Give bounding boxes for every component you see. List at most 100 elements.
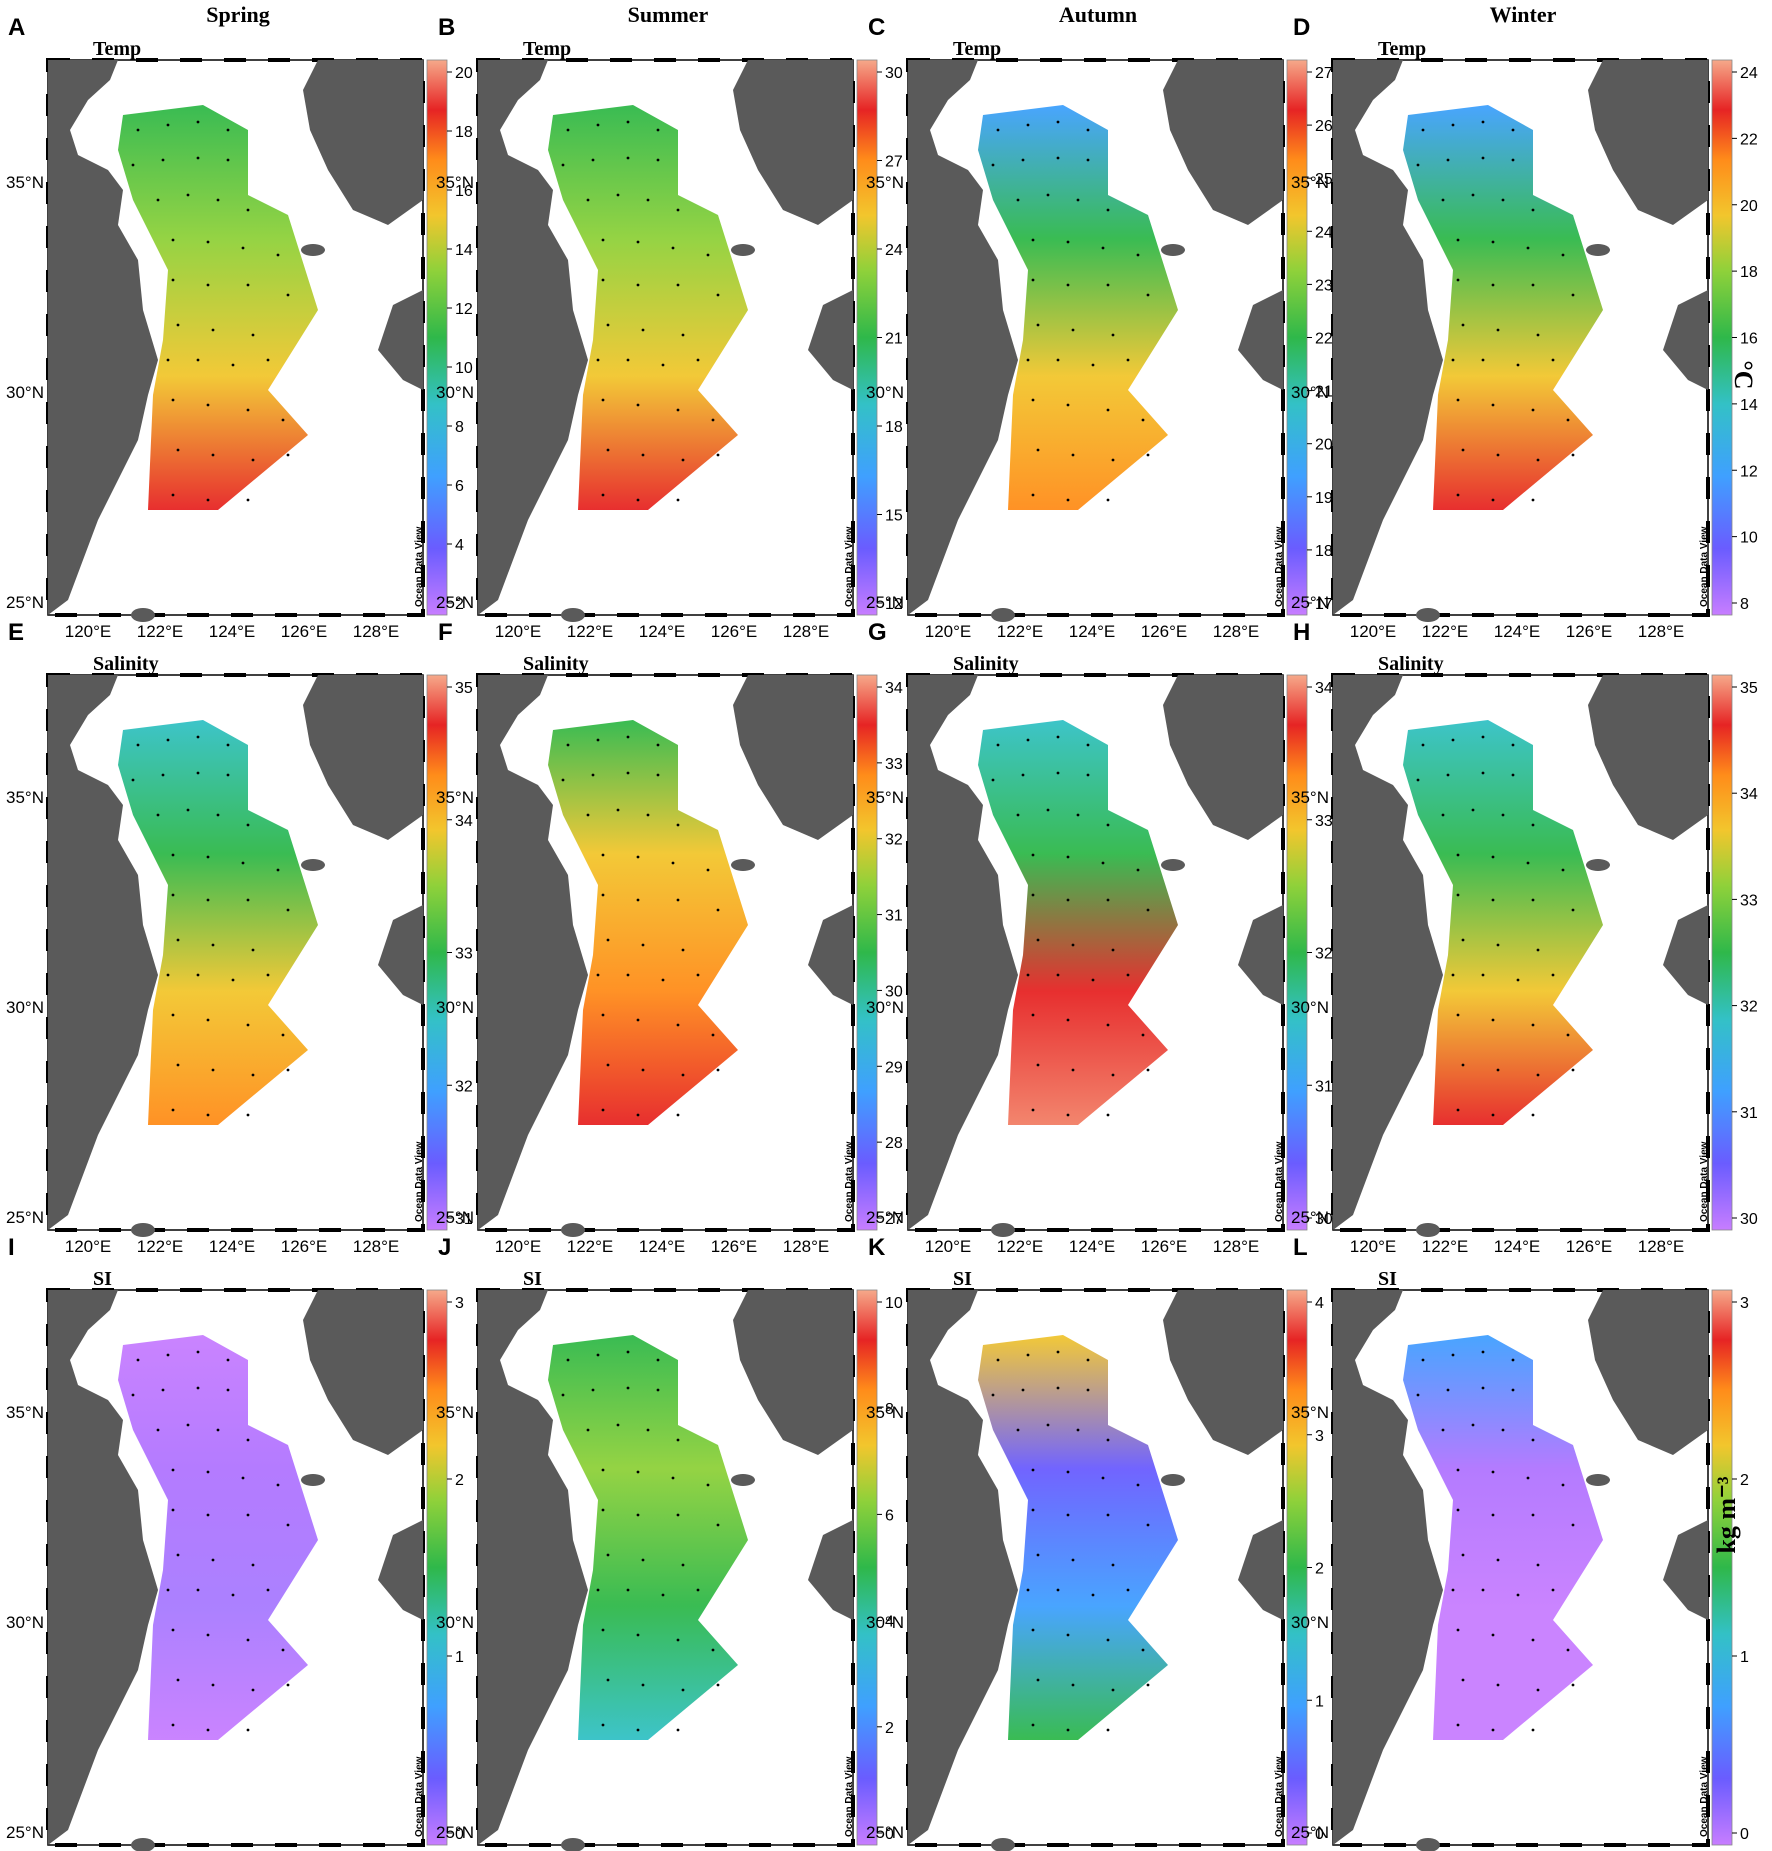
station-dot — [231, 978, 235, 982]
station-dot — [1086, 128, 1090, 132]
station-dot — [1091, 1593, 1095, 1597]
station-dot — [1531, 1728, 1535, 1732]
panel-letter: E — [8, 619, 24, 646]
lat-tick-label: 35°N — [866, 788, 904, 807]
station-dot — [241, 1476, 245, 1480]
station-dot — [1086, 773, 1090, 777]
station-dot — [716, 1523, 720, 1527]
lat-tick-label: 30°N — [6, 998, 44, 1017]
lat-tick-label: 30°N — [436, 998, 474, 1017]
station-dot — [1511, 158, 1515, 162]
station-dot — [676, 1113, 680, 1117]
station-dot — [1496, 453, 1500, 457]
station-dot — [566, 128, 570, 132]
colorbar-tick-label: 27 — [1315, 65, 1333, 82]
station-dot — [626, 1386, 630, 1390]
station-dot — [1071, 1683, 1075, 1687]
colorbar-tick-label: 35 — [1740, 680, 1758, 697]
station-dot — [246, 208, 250, 212]
station-dot — [636, 1018, 640, 1022]
station-dot — [196, 735, 200, 739]
colorbar-tick-label: 34 — [885, 680, 903, 697]
station-dot — [1456, 1108, 1460, 1112]
korea-landmass — [303, 60, 423, 225]
station-dot — [996, 743, 1000, 747]
station-dot — [1026, 973, 1030, 977]
station-dot — [1531, 498, 1535, 502]
station-dot — [676, 1638, 680, 1642]
lon-tick-label: 120°E — [495, 622, 542, 641]
colorbar-tick-label: 31 — [1740, 1105, 1758, 1122]
jeju-island — [1586, 244, 1610, 256]
lon-tick-label: 126°E — [1566, 622, 1613, 641]
variable-label: SI — [1378, 1268, 1397, 1290]
station-dot — [1456, 1508, 1460, 1512]
station-dot — [1056, 973, 1060, 977]
station-dot — [206, 403, 210, 407]
station-dot — [1561, 868, 1565, 872]
variable-label: Temp — [953, 38, 1001, 60]
colorbar-tick-label: 31 — [455, 1211, 473, 1228]
station-dot — [716, 908, 720, 912]
china-landmass — [478, 1290, 588, 1845]
station-dot — [601, 238, 605, 242]
station-dot — [636, 1728, 640, 1732]
station-dot — [1496, 1683, 1500, 1687]
station-dot — [196, 156, 200, 160]
station-dot — [196, 358, 200, 362]
taiwan-landmass — [1416, 1223, 1440, 1237]
station-dot — [136, 128, 140, 132]
station-dot — [676, 1438, 680, 1442]
station-dot — [1106, 898, 1110, 902]
sampling-region-field — [1403, 1335, 1603, 1740]
sampling-region-field — [1403, 720, 1603, 1125]
station-dot — [1456, 853, 1460, 857]
station-dot — [1536, 333, 1540, 337]
lon-tick-label: 126°E — [711, 622, 758, 641]
station-dot — [1071, 1068, 1075, 1072]
station-dot — [681, 1073, 685, 1077]
station-dot — [1106, 283, 1110, 287]
station-dot — [1501, 198, 1505, 202]
station-dot — [1566, 1648, 1570, 1652]
station-dot — [246, 498, 250, 502]
taiwan-landmass — [991, 608, 1015, 622]
station-dot — [1076, 198, 1080, 202]
korea-landmass — [1163, 60, 1283, 225]
station-dot — [1031, 1628, 1035, 1632]
station-dot — [641, 453, 645, 457]
colorbar-tick-label: 1 — [455, 1649, 464, 1666]
station-dot — [1481, 1588, 1485, 1592]
station-dot — [1066, 1470, 1070, 1474]
lat-tick-label: 25°N — [6, 593, 44, 612]
lat-tick-label: 30°N — [866, 383, 904, 402]
lat-tick-label: 35°N — [6, 1403, 44, 1422]
variable-label: Salinity — [93, 653, 159, 675]
station-dot — [1456, 1013, 1460, 1017]
station-dot — [1461, 1063, 1465, 1067]
colorbar-tick-label: 24 — [1315, 224, 1333, 241]
station-dot — [1101, 861, 1105, 865]
station-dot — [1491, 1513, 1495, 1517]
taiwan-landmass — [991, 1223, 1015, 1237]
station-dot — [636, 498, 640, 502]
colorbar-tick-label: 35 — [455, 680, 473, 697]
map-border-dashes — [906, 673, 1285, 1232]
station-dot — [606, 1063, 610, 1067]
sampling-region-field — [118, 1335, 318, 1740]
lon-tick-label: 126°E — [1566, 1237, 1613, 1256]
china-landmass — [48, 675, 158, 1230]
station-dot — [1481, 1350, 1485, 1354]
station-dot — [1571, 908, 1575, 912]
station-dot — [601, 893, 605, 897]
station-dot — [626, 771, 630, 775]
station-dot — [1531, 823, 1535, 827]
station-dot — [266, 358, 270, 362]
station-dot — [626, 973, 630, 977]
japan-landmass — [378, 905, 423, 1005]
colorbar-tick-label: 12 — [1740, 463, 1758, 480]
lat-tick-label: 25°N — [436, 593, 474, 612]
station-dot — [1036, 448, 1040, 452]
lon-tick-label: 120°E — [925, 1237, 972, 1256]
